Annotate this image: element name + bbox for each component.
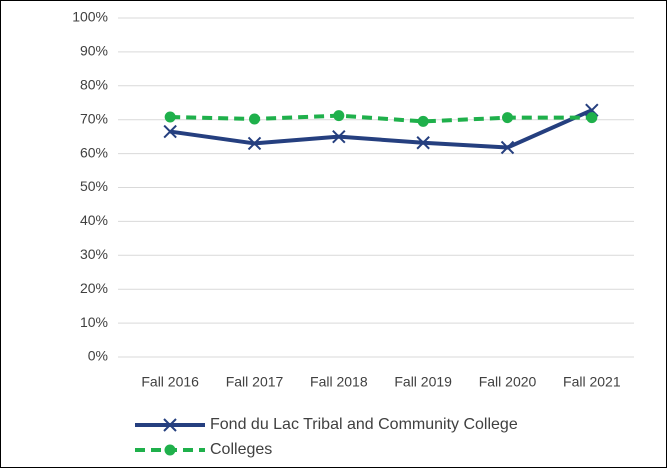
point-marker — [500, 140, 515, 155]
x-tick-label: Fall 2019 — [394, 374, 452, 390]
point-marker — [502, 112, 513, 124]
y-tick-label: 0% — [88, 348, 108, 364]
point-marker — [417, 115, 429, 127]
legend-label: Fond du Lac Tribal and Community College — [210, 416, 518, 433]
point-marker — [164, 111, 176, 123]
x-tick-label: Fall 2021 — [563, 374, 621, 390]
y-tick-label: 80% — [80, 77, 108, 93]
legend-label: Colleges — [210, 441, 272, 458]
y-tick-label: 60% — [80, 144, 108, 160]
point-marker — [249, 113, 260, 125]
point-marker — [163, 124, 177, 139]
point-marker — [332, 129, 346, 144]
point-marker — [333, 110, 345, 122]
x-tick-label: Fall 2018 — [310, 374, 368, 390]
y-tick-label: 90% — [80, 43, 108, 59]
y-tick-label: 100% — [72, 9, 108, 25]
y-tick-label: 70% — [80, 110, 108, 126]
legend-marker — [163, 418, 177, 432]
series-line — [170, 113, 592, 124]
point-marker — [247, 136, 262, 151]
x-tick-label: Fall 2020 — [479, 374, 537, 390]
point-marker — [586, 112, 598, 124]
legend-marker — [164, 444, 176, 456]
series-line — [169, 108, 593, 150]
x-tick-label: Fall 2017 — [226, 374, 284, 390]
y-tick-label: 50% — [80, 178, 108, 194]
y-tick-label: 30% — [80, 246, 108, 262]
y-tick-label: 40% — [80, 212, 108, 228]
y-tick-label: 10% — [80, 314, 108, 330]
y-tick-label: 20% — [80, 280, 108, 296]
point-marker — [416, 136, 430, 150]
x-tick-label: Fall 2016 — [141, 374, 199, 390]
